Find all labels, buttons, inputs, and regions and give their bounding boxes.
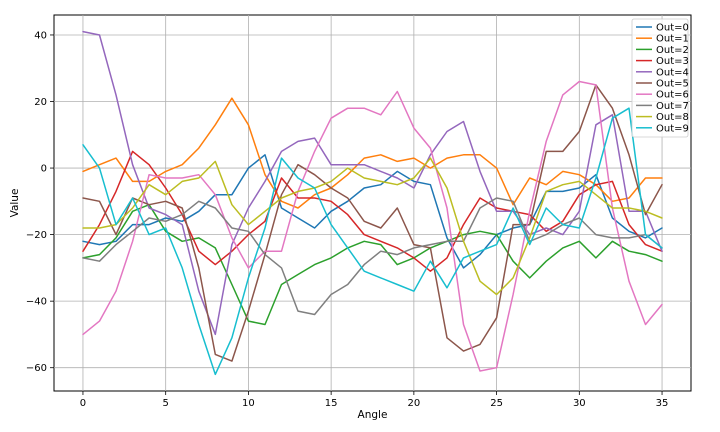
legend-label: Out=5 — [656, 79, 689, 90]
series-line-out-1 — [82, 97, 663, 209]
y-tick-label: 0 — [41, 164, 47, 175]
x-tick-label: 20 — [407, 398, 420, 409]
y-tick-label: 40 — [34, 30, 47, 41]
x-axis-ticks: 0 5 10 15 20 25 30 35 — [80, 391, 669, 409]
series-line-out-3 — [82, 150, 663, 272]
x-tick-label: 25 — [490, 398, 503, 409]
series-line-out-7 — [82, 197, 663, 316]
legend-label: Out=6 — [656, 90, 689, 101]
x-tick-label: 15 — [325, 398, 338, 409]
legend-label: Out=9 — [656, 123, 689, 134]
series-line-out-2 — [82, 203, 663, 326]
y-tick-label: −60 — [26, 363, 47, 374]
legend-label: Out=0 — [656, 23, 689, 34]
x-tick-label: 35 — [656, 398, 669, 409]
y-tick-label: 20 — [34, 97, 47, 108]
legend-label: Out=3 — [656, 56, 689, 67]
legend-box — [631, 18, 689, 138]
x-tick-label: 5 — [162, 398, 168, 409]
y-axis-ticks: −60 −40 −20 0 20 40 — [26, 30, 54, 374]
legend-label: Out=8 — [656, 112, 689, 123]
x-tick-label: 10 — [242, 398, 255, 409]
legend: Out=0Out=1Out=2Out=3Out=4Out=5Out=6Out=7… — [631, 18, 689, 138]
x-tick-label: 30 — [573, 398, 586, 409]
legend-label: Out=1 — [656, 34, 689, 45]
series-line-out-4 — [82, 30, 663, 336]
y-tick-label: −40 — [26, 297, 47, 308]
series-line-out-0 — [82, 154, 663, 269]
grid-lines — [54, 15, 691, 391]
y-tick-label: −20 — [26, 230, 47, 241]
plot-area-frame — [53, 14, 692, 392]
series-lines — [82, 30, 663, 376]
series-line-out-8 — [82, 157, 663, 296]
series-line-out-5 — [82, 84, 663, 362]
legend-label: Out=7 — [656, 101, 689, 112]
series-line-out-9 — [82, 107, 663, 376]
y-axis-label: Value — [9, 189, 21, 218]
series-line-out-6 — [82, 80, 663, 372]
x-axis-label: Angle — [358, 409, 388, 421]
legend-label: Out=2 — [656, 45, 689, 56]
legend-label: Out=4 — [656, 67, 689, 78]
x-tick-label: 0 — [80, 398, 86, 409]
